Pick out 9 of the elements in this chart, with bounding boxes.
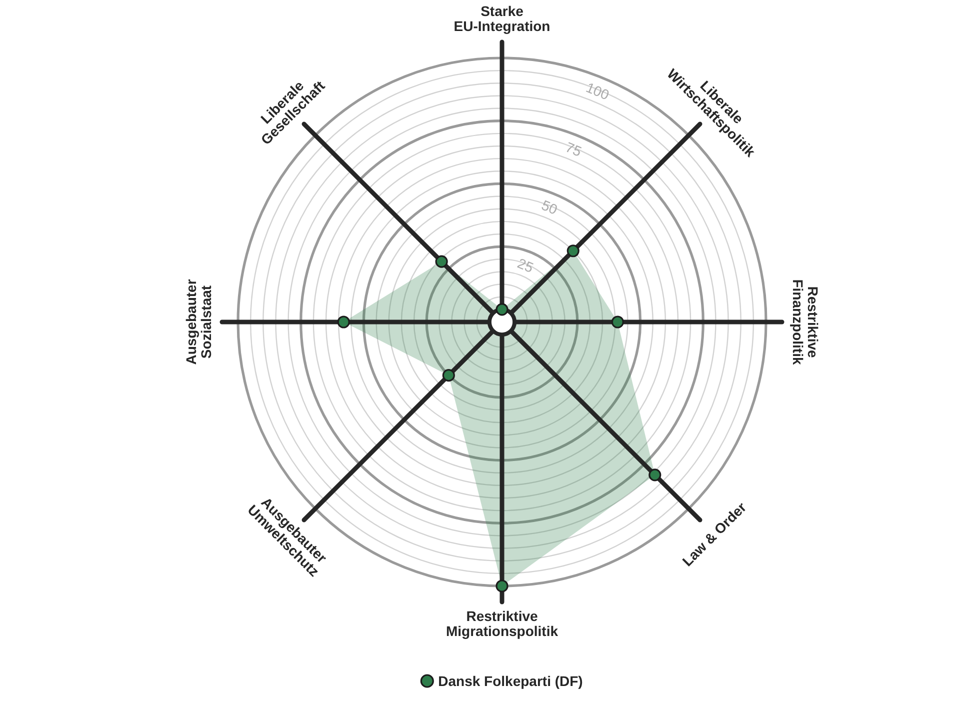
y-tick-label: 25 [515,254,536,276]
spoke-label: Restriktive Finanzpolitik [790,279,821,365]
y-tick-label: 100 [584,79,612,103]
spoke-label: Ausgebauter Sozialstaat [183,278,214,365]
spoke-label: Restriktive Migrationspolitik [446,608,558,639]
y-tick-label: 50 [539,196,560,218]
y-tick-label: 75 [563,138,584,160]
legend-label: Dansk Folkeparti (DF) [438,673,583,689]
spoke-label: Starke EU-Integration [454,3,550,34]
